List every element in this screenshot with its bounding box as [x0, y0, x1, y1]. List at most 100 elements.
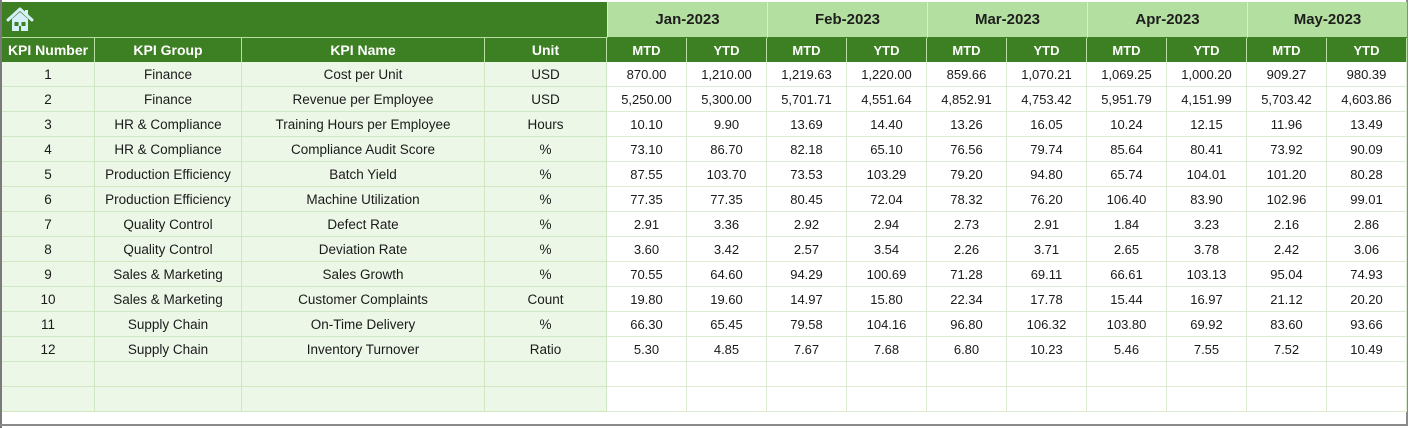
kpi-number-cell[interactable]: 9 — [2, 262, 95, 287]
mtd-value-cell[interactable]: 65.74 — [1087, 162, 1167, 187]
ytd-value-cell[interactable]: 104.01 — [1167, 162, 1247, 187]
mtd-value-cell[interactable]: 14.97 — [767, 287, 847, 312]
mtd-value-cell[interactable]: 76.56 — [927, 137, 1007, 162]
empty-cell[interactable] — [1007, 362, 1087, 387]
mtd-value-cell[interactable]: 85.64 — [1087, 137, 1167, 162]
kpi-name-cell[interactable]: Sales Growth — [242, 262, 485, 287]
ytd-value-cell[interactable]: 93.66 — [1327, 312, 1407, 337]
mtd-value-cell[interactable]: 6.80 — [927, 337, 1007, 362]
mtd-value-cell[interactable]: 7.52 — [1247, 337, 1327, 362]
mtd-value-cell[interactable]: 73.10 — [607, 137, 687, 162]
ytd-value-cell[interactable]: 65.10 — [847, 137, 927, 162]
ytd-value-cell[interactable]: 72.04 — [847, 187, 927, 212]
ytd-value-cell[interactable]: 3.06 — [1327, 237, 1407, 262]
mtd-value-cell[interactable]: 87.55 — [607, 162, 687, 187]
unit-cell[interactable]: % — [485, 262, 607, 287]
mtd-value-cell[interactable]: 73.92 — [1247, 137, 1327, 162]
ytd-value-cell[interactable]: 5,300.00 — [687, 87, 767, 112]
empty-cell[interactable] — [95, 362, 242, 387]
kpi-number-cell[interactable]: 1 — [2, 62, 95, 87]
ytd-value-cell[interactable]: 64.60 — [687, 262, 767, 287]
ytd-value-cell[interactable]: 4,603.86 — [1327, 87, 1407, 112]
ytd-value-cell[interactable]: 69.11 — [1007, 262, 1087, 287]
empty-cell[interactable] — [2, 362, 95, 387]
ytd-value-cell[interactable]: 1,000.20 — [1167, 62, 1247, 87]
mtd-header[interactable]: MTD — [1087, 38, 1167, 62]
ytd-value-cell[interactable]: 80.28 — [1327, 162, 1407, 187]
ytd-value-cell[interactable]: 14.40 — [847, 112, 927, 137]
ytd-value-cell[interactable]: 79.74 — [1007, 137, 1087, 162]
kpi-name-cell[interactable]: Training Hours per Employee — [242, 112, 485, 137]
mtd-value-cell[interactable]: 73.53 — [767, 162, 847, 187]
unit-cell[interactable]: Hours — [485, 112, 607, 137]
ytd-value-cell[interactable]: 7.68 — [847, 337, 927, 362]
mtd-value-cell[interactable]: 859.66 — [927, 62, 1007, 87]
ytd-value-cell[interactable]: 2.94 — [847, 212, 927, 237]
mtd-header[interactable]: MTD — [1247, 38, 1327, 62]
unit-cell[interactable]: % — [485, 212, 607, 237]
empty-cell[interactable] — [847, 362, 927, 387]
ytd-value-cell[interactable]: 77.35 — [687, 187, 767, 212]
kpi-name-cell[interactable]: On-Time Delivery — [242, 312, 485, 337]
ytd-value-cell[interactable]: 980.39 — [1327, 62, 1407, 87]
mtd-value-cell[interactable]: 909.27 — [1247, 62, 1327, 87]
kpi-name-cell[interactable]: Cost per Unit — [242, 62, 485, 87]
kpi-group-cell[interactable]: HR & Compliance — [95, 137, 242, 162]
kpi-number-cell[interactable]: 12 — [2, 337, 95, 362]
mtd-header[interactable]: MTD — [607, 38, 687, 62]
mtd-value-cell[interactable]: 5.46 — [1087, 337, 1167, 362]
mtd-value-cell[interactable]: 2.73 — [927, 212, 1007, 237]
empty-cell[interactable] — [767, 362, 847, 387]
ytd-value-cell[interactable]: 15.80 — [847, 287, 927, 312]
kpi-group-cell[interactable]: Production Efficiency — [95, 162, 242, 187]
empty-cell[interactable] — [1007, 387, 1087, 412]
unit-cell[interactable]: % — [485, 237, 607, 262]
ytd-value-cell[interactable]: 12.15 — [1167, 112, 1247, 137]
mtd-value-cell[interactable]: 3.60 — [607, 237, 687, 262]
mtd-value-cell[interactable]: 5,703.42 — [1247, 87, 1327, 112]
mtd-value-cell[interactable]: 79.20 — [927, 162, 1007, 187]
ytd-value-cell[interactable]: 65.45 — [687, 312, 767, 337]
empty-cell[interactable] — [1247, 362, 1327, 387]
ytd-value-cell[interactable]: 104.16 — [847, 312, 927, 337]
ytd-value-cell[interactable]: 1,070.21 — [1007, 62, 1087, 87]
ytd-value-cell[interactable]: 3.23 — [1167, 212, 1247, 237]
mtd-value-cell[interactable]: 96.80 — [927, 312, 1007, 337]
mtd-value-cell[interactable]: 95.04 — [1247, 262, 1327, 287]
mtd-value-cell[interactable]: 15.44 — [1087, 287, 1167, 312]
kpi-group-cell[interactable]: Supply Chain — [95, 337, 242, 362]
mtd-value-cell[interactable]: 80.45 — [767, 187, 847, 212]
mtd-value-cell[interactable]: 19.80 — [607, 287, 687, 312]
kpi-name-cell[interactable]: Inventory Turnover — [242, 337, 485, 362]
kpi-number-cell[interactable]: 4 — [2, 137, 95, 162]
kpi-group-cell[interactable]: Finance — [95, 62, 242, 87]
ytd-value-cell[interactable]: 103.13 — [1167, 262, 1247, 287]
mtd-value-cell[interactable]: 101.20 — [1247, 162, 1327, 187]
mtd-value-cell[interactable]: 1,219.63 — [767, 62, 847, 87]
mtd-value-cell[interactable]: 1.84 — [1087, 212, 1167, 237]
column-header[interactable]: KPI Number — [2, 38, 95, 62]
empty-cell[interactable] — [607, 362, 687, 387]
mtd-value-cell[interactable]: 11.96 — [1247, 112, 1327, 137]
ytd-value-cell[interactable]: 83.90 — [1167, 187, 1247, 212]
kpi-group-cell[interactable]: Supply Chain — [95, 312, 242, 337]
ytd-value-cell[interactable]: 86.70 — [687, 137, 767, 162]
kpi-group-cell[interactable]: Quality Control — [95, 237, 242, 262]
ytd-value-cell[interactable]: 100.69 — [847, 262, 927, 287]
ytd-value-cell[interactable]: 16.97 — [1167, 287, 1247, 312]
ytd-value-cell[interactable]: 80.41 — [1167, 137, 1247, 162]
kpi-group-cell[interactable]: Sales & Marketing — [95, 262, 242, 287]
mtd-value-cell[interactable]: 66.30 — [607, 312, 687, 337]
mtd-header[interactable]: MTD — [767, 38, 847, 62]
empty-cell[interactable] — [767, 387, 847, 412]
mtd-value-cell[interactable]: 106.40 — [1087, 187, 1167, 212]
column-header[interactable]: Unit — [485, 38, 607, 62]
mtd-value-cell[interactable]: 2.92 — [767, 212, 847, 237]
empty-cell[interactable] — [687, 387, 767, 412]
kpi-number-cell[interactable]: 5 — [2, 162, 95, 187]
mtd-value-cell[interactable]: 82.18 — [767, 137, 847, 162]
ytd-header[interactable]: YTD — [1167, 38, 1247, 62]
ytd-value-cell[interactable]: 99.01 — [1327, 187, 1407, 212]
ytd-header[interactable]: YTD — [847, 38, 927, 62]
kpi-number-cell[interactable]: 3 — [2, 112, 95, 137]
